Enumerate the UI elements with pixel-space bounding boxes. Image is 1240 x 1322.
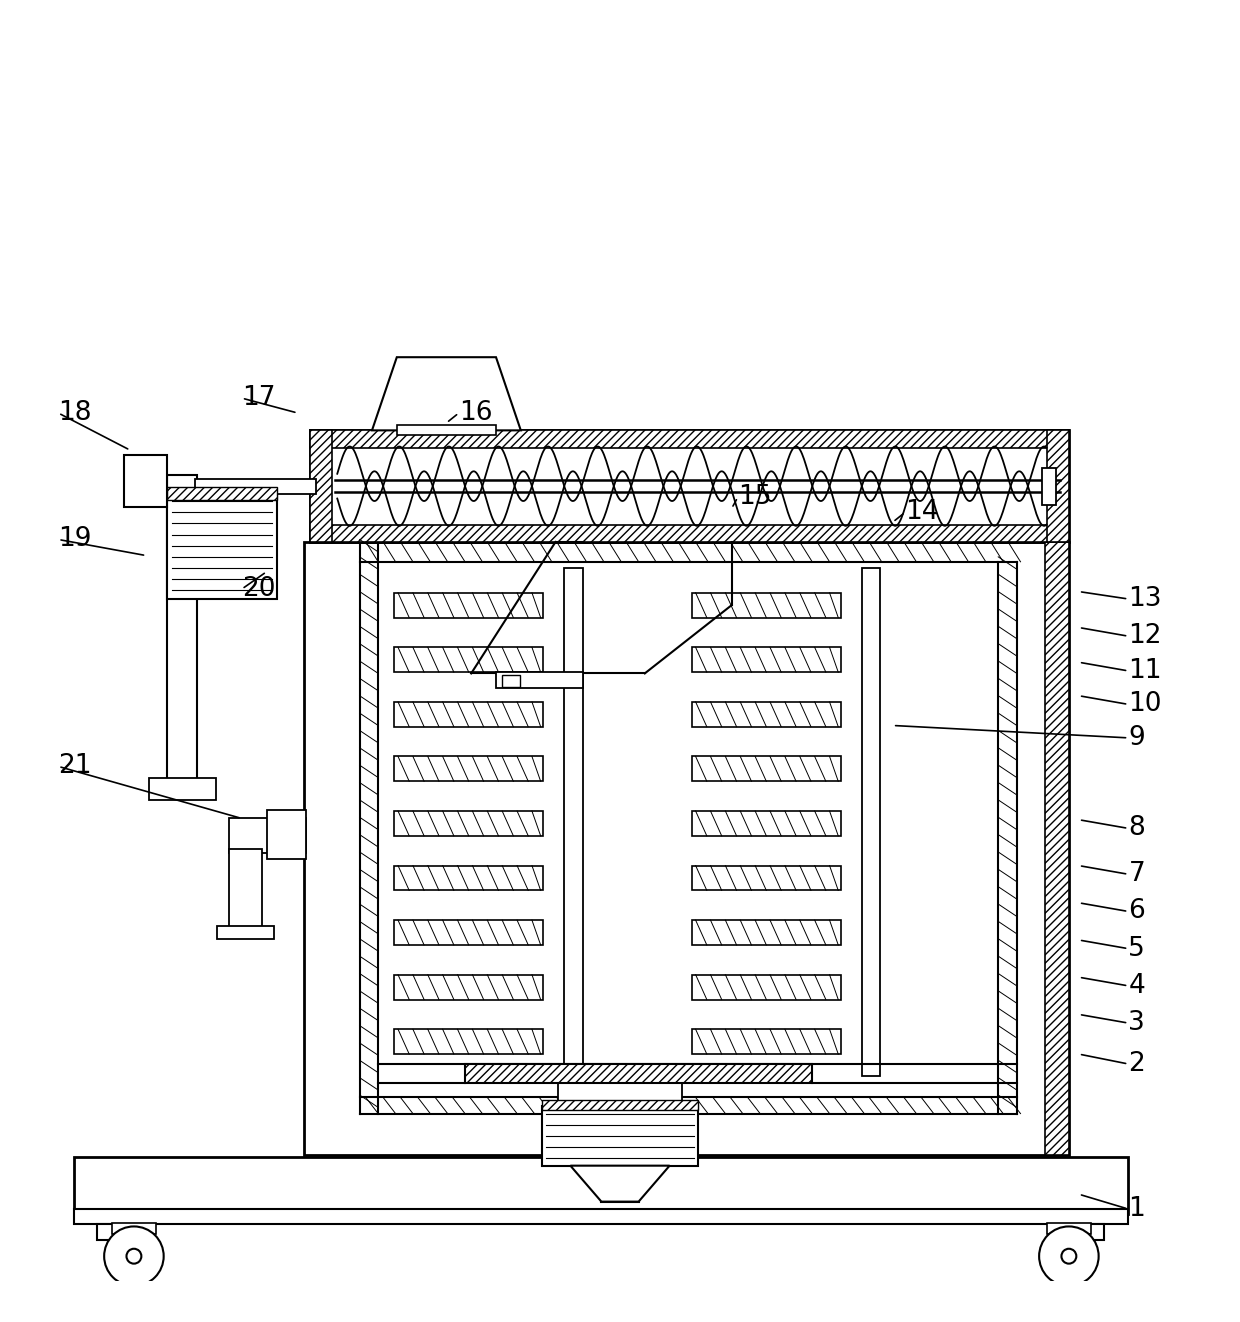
Bar	[74, 1157, 1128, 1214]
Text: 11: 11	[1128, 658, 1162, 683]
Text: 5: 5	[1128, 936, 1146, 961]
Bar	[692, 648, 841, 672]
Bar	[692, 756, 841, 781]
Bar	[167, 475, 197, 797]
Bar	[502, 674, 520, 687]
Bar	[394, 810, 543, 836]
Text: 1: 1	[1128, 1196, 1146, 1222]
Text: 13: 13	[1128, 586, 1162, 612]
Polygon shape	[372, 357, 521, 431]
Bar	[195, 479, 316, 493]
Bar	[394, 1030, 543, 1054]
Bar	[124, 455, 167, 508]
Bar	[310, 431, 1069, 448]
Text: 9: 9	[1128, 724, 1146, 751]
Bar	[229, 818, 306, 853]
Text: 10: 10	[1128, 691, 1162, 718]
Bar	[394, 866, 543, 891]
Circle shape	[1061, 1249, 1076, 1264]
Circle shape	[126, 1249, 141, 1264]
Bar	[394, 756, 543, 781]
Bar	[167, 493, 277, 599]
Bar	[1047, 1223, 1091, 1233]
Text: 3: 3	[1128, 1010, 1146, 1036]
Text: 6: 6	[1128, 899, 1146, 924]
Bar	[229, 850, 262, 933]
Bar	[304, 542, 1069, 1154]
Bar	[267, 810, 306, 859]
Polygon shape	[570, 1166, 670, 1202]
Text: 16: 16	[459, 401, 492, 426]
Bar	[397, 426, 496, 435]
Bar	[394, 702, 543, 727]
Bar	[496, 672, 583, 689]
Bar	[692, 702, 841, 727]
Bar	[542, 1100, 698, 1110]
Text: 8: 8	[1128, 816, 1146, 841]
Bar	[692, 810, 841, 836]
Bar	[692, 974, 841, 999]
Bar	[564, 568, 583, 1076]
Bar	[465, 1064, 812, 1083]
Bar	[1047, 431, 1069, 542]
Bar	[149, 777, 216, 800]
Bar	[167, 488, 277, 500]
Bar	[112, 1223, 156, 1233]
Bar	[394, 920, 543, 945]
Bar	[692, 1030, 841, 1054]
Bar	[1042, 468, 1056, 505]
Bar	[1064, 1224, 1104, 1240]
Text: 21: 21	[58, 754, 92, 780]
Text: 15: 15	[738, 484, 771, 510]
Bar	[394, 648, 543, 672]
Text: 2: 2	[1128, 1051, 1146, 1077]
Bar	[217, 927, 274, 939]
Bar	[1045, 542, 1069, 1154]
Text: 12: 12	[1128, 623, 1162, 649]
Bar	[394, 974, 543, 999]
Bar	[542, 1107, 698, 1166]
Text: 4: 4	[1128, 973, 1146, 999]
Bar	[862, 568, 880, 1076]
Bar	[310, 525, 1069, 542]
Bar	[394, 592, 543, 617]
Text: 19: 19	[58, 526, 92, 553]
Text: 14: 14	[905, 500, 939, 525]
Bar	[692, 866, 841, 891]
Bar	[692, 592, 841, 617]
Circle shape	[1039, 1227, 1099, 1286]
Text: 18: 18	[58, 401, 92, 426]
Bar	[692, 920, 841, 945]
Circle shape	[104, 1227, 164, 1286]
Bar	[74, 1210, 1128, 1224]
Text: 20: 20	[242, 576, 275, 602]
Text: 17: 17	[242, 385, 275, 411]
Text: 7: 7	[1128, 861, 1146, 887]
Bar	[558, 1079, 682, 1110]
Bar	[310, 431, 1069, 542]
Bar	[97, 1224, 136, 1240]
Bar	[310, 431, 332, 542]
